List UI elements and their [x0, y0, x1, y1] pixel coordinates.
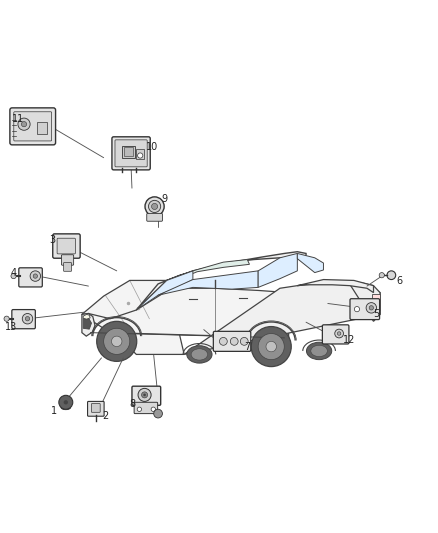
- Polygon shape: [83, 314, 90, 319]
- FancyBboxPatch shape: [10, 108, 56, 145]
- Polygon shape: [188, 260, 250, 275]
- Polygon shape: [136, 271, 193, 310]
- Circle shape: [4, 316, 9, 321]
- Text: 1: 1: [50, 406, 57, 416]
- Ellipse shape: [61, 405, 71, 410]
- FancyBboxPatch shape: [147, 213, 162, 221]
- Circle shape: [154, 409, 162, 418]
- Circle shape: [366, 303, 377, 313]
- Text: 3: 3: [49, 236, 56, 245]
- Circle shape: [219, 337, 227, 345]
- Circle shape: [11, 273, 16, 279]
- Text: 2: 2: [103, 411, 109, 421]
- Circle shape: [97, 321, 137, 361]
- Circle shape: [141, 392, 148, 398]
- Circle shape: [230, 337, 238, 345]
- Circle shape: [152, 204, 158, 209]
- Polygon shape: [82, 288, 289, 338]
- Text: 4: 4: [11, 268, 17, 278]
- Polygon shape: [297, 254, 323, 272]
- Ellipse shape: [187, 346, 212, 363]
- FancyBboxPatch shape: [12, 310, 35, 329]
- Text: 12: 12: [343, 335, 355, 345]
- Circle shape: [59, 395, 73, 409]
- FancyBboxPatch shape: [350, 298, 380, 320]
- Ellipse shape: [191, 349, 208, 360]
- FancyBboxPatch shape: [64, 263, 71, 271]
- Circle shape: [148, 200, 161, 213]
- Circle shape: [64, 400, 68, 405]
- Polygon shape: [258, 254, 297, 287]
- Circle shape: [151, 407, 155, 411]
- Circle shape: [266, 341, 276, 352]
- Bar: [124, 147, 133, 156]
- FancyBboxPatch shape: [53, 234, 80, 258]
- Text: 8: 8: [130, 399, 136, 409]
- FancyBboxPatch shape: [61, 255, 74, 265]
- FancyBboxPatch shape: [19, 268, 42, 287]
- Circle shape: [33, 274, 38, 278]
- FancyBboxPatch shape: [213, 332, 251, 351]
- FancyBboxPatch shape: [134, 402, 158, 414]
- Text: 10: 10: [146, 142, 158, 152]
- Polygon shape: [83, 318, 92, 329]
- Circle shape: [354, 306, 360, 312]
- Text: 6: 6: [396, 276, 402, 286]
- Circle shape: [337, 332, 341, 335]
- FancyBboxPatch shape: [115, 140, 147, 167]
- Circle shape: [143, 393, 146, 396]
- FancyBboxPatch shape: [92, 403, 100, 413]
- Text: 7: 7: [244, 342, 251, 352]
- Polygon shape: [297, 279, 374, 293]
- Polygon shape: [350, 283, 380, 321]
- Circle shape: [240, 337, 248, 345]
- Circle shape: [138, 389, 151, 401]
- FancyBboxPatch shape: [132, 386, 161, 405]
- Circle shape: [112, 336, 122, 346]
- Circle shape: [138, 153, 143, 158]
- FancyBboxPatch shape: [57, 238, 75, 254]
- Text: 9: 9: [161, 193, 167, 204]
- FancyBboxPatch shape: [322, 325, 349, 344]
- FancyBboxPatch shape: [112, 137, 150, 170]
- Circle shape: [379, 272, 385, 278]
- Circle shape: [258, 334, 284, 360]
- Circle shape: [145, 197, 164, 216]
- Circle shape: [30, 271, 41, 281]
- FancyBboxPatch shape: [88, 401, 104, 416]
- Circle shape: [137, 407, 141, 411]
- Circle shape: [251, 327, 291, 367]
- Ellipse shape: [307, 342, 332, 360]
- Circle shape: [21, 122, 27, 127]
- Bar: [37, 122, 47, 134]
- Circle shape: [25, 317, 30, 321]
- Polygon shape: [136, 252, 306, 310]
- FancyBboxPatch shape: [14, 112, 52, 141]
- Polygon shape: [82, 280, 184, 354]
- Circle shape: [104, 328, 130, 354]
- Circle shape: [387, 271, 396, 279]
- Bar: [136, 149, 144, 159]
- Polygon shape: [184, 283, 380, 354]
- Text: 11: 11: [12, 114, 24, 124]
- Polygon shape: [158, 271, 258, 295]
- Circle shape: [22, 313, 33, 324]
- Polygon shape: [82, 313, 95, 336]
- Circle shape: [335, 329, 343, 338]
- Text: 5: 5: [374, 309, 380, 319]
- Bar: [372, 294, 380, 310]
- Text: 13: 13: [5, 321, 17, 332]
- Bar: [122, 146, 134, 158]
- Ellipse shape: [311, 345, 327, 357]
- Circle shape: [369, 305, 374, 310]
- Circle shape: [18, 118, 30, 130]
